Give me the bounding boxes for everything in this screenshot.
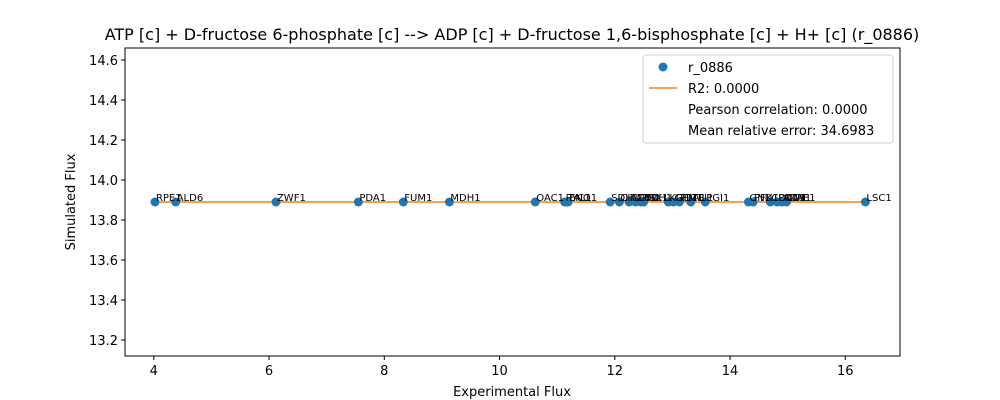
point-label: TDH1 bbox=[644, 193, 673, 204]
chart-title: ATP [c] + D-fructose 6-phosphate [c] -->… bbox=[105, 25, 920, 45]
x-tick-label: 8 bbox=[380, 364, 388, 379]
data-point bbox=[271, 197, 281, 207]
point-label: IDH1 bbox=[637, 193, 662, 204]
point-label: PDC1 bbox=[778, 193, 805, 204]
data-point bbox=[353, 197, 363, 207]
y-axis-label: Simulated Flux bbox=[64, 153, 79, 250]
point-label: ALD6 bbox=[177, 193, 203, 204]
point-label: GPM1 bbox=[675, 193, 704, 204]
legend-box bbox=[642, 54, 894, 144]
x-tick-label: 10 bbox=[491, 364, 508, 379]
data-point bbox=[639, 197, 649, 207]
point-label: TAL1 bbox=[567, 193, 592, 204]
point-label: RPE1 bbox=[156, 193, 182, 204]
y-tick-label: 13.4 bbox=[89, 294, 118, 309]
y-tick-label: 13.8 bbox=[89, 214, 118, 229]
x-tick-label: 14 bbox=[722, 364, 739, 379]
point-label: ENO1 bbox=[569, 193, 597, 204]
y-tick-label: 14.6 bbox=[89, 54, 118, 69]
x-tick-label: 16 bbox=[837, 364, 854, 379]
data-point bbox=[674, 197, 684, 207]
point-label: PDA1 bbox=[359, 193, 386, 204]
legend-marker-dot bbox=[658, 62, 668, 72]
point-label: SDH1 bbox=[611, 193, 639, 204]
point-label: FUM1 bbox=[404, 193, 432, 204]
y-tick-label: 14.4 bbox=[89, 94, 118, 109]
data-point bbox=[781, 197, 791, 207]
x-axis-label: Experimental Flux bbox=[453, 385, 571, 400]
series-layer bbox=[150, 197, 870, 207]
point-label: ADH1 bbox=[783, 193, 811, 204]
point-label: ACO1 bbox=[630, 193, 658, 204]
y-tick-label: 13.2 bbox=[89, 334, 118, 349]
data-point bbox=[860, 197, 870, 207]
point-label: GND1 bbox=[749, 193, 778, 204]
point-label: PYC1 bbox=[566, 193, 591, 204]
x-tick-label: 12 bbox=[607, 364, 624, 379]
point-label: OAC1 bbox=[536, 193, 564, 204]
point-label: FBA1 bbox=[680, 193, 706, 204]
data-point bbox=[748, 197, 758, 207]
data-point bbox=[700, 197, 710, 207]
x-tick-label: 6 bbox=[265, 364, 273, 379]
data-point bbox=[563, 197, 573, 207]
data-point bbox=[398, 197, 408, 207]
data-point bbox=[624, 197, 634, 207]
point-label: LSC1 bbox=[866, 193, 891, 204]
y-tick-label: 14.2 bbox=[89, 134, 118, 149]
y-tick-label: 13.6 bbox=[89, 254, 118, 269]
point-label: PGK1 bbox=[642, 193, 669, 204]
y-tick-label: 14.0 bbox=[89, 174, 118, 189]
legend-entry: Pearson correlation: 0.0000 bbox=[688, 103, 868, 118]
point-label: CIT1 bbox=[620, 193, 642, 204]
x-tick-label: 4 bbox=[150, 364, 158, 379]
data-point bbox=[765, 197, 775, 207]
legend-entry: r_0886 bbox=[688, 61, 733, 76]
point-label: MDH1 bbox=[450, 193, 480, 204]
point-label: CDC19 bbox=[771, 193, 805, 204]
legend: r_0886 R2: 0.0000 Pearson correlation: 0.0… bbox=[642, 54, 894, 144]
point-label: ZWF1 bbox=[277, 193, 306, 204]
data-point bbox=[530, 197, 540, 207]
data-point bbox=[171, 197, 181, 207]
data-point bbox=[150, 197, 160, 207]
y-axis: 13.2 13.4 13.6 13.8 14.0 14.2 14.4 14.6 bbox=[89, 54, 125, 349]
point-label: TPI1 bbox=[691, 193, 713, 204]
x-axis: 4 6 8 10 12 14 16 bbox=[150, 356, 854, 379]
data-point bbox=[614, 197, 624, 207]
point-label: KGD1 bbox=[669, 193, 697, 204]
point-label: PFK1 bbox=[754, 193, 779, 204]
data-point bbox=[605, 197, 615, 207]
legend-entry: Mean relative error: 34.6983 bbox=[688, 124, 874, 139]
point-label: MAE1 bbox=[787, 193, 815, 204]
legend-entry: R2: 0.0000 bbox=[688, 82, 759, 97]
data-point bbox=[444, 197, 454, 207]
point-label: PGI1 bbox=[706, 193, 729, 204]
data-point bbox=[686, 197, 696, 207]
